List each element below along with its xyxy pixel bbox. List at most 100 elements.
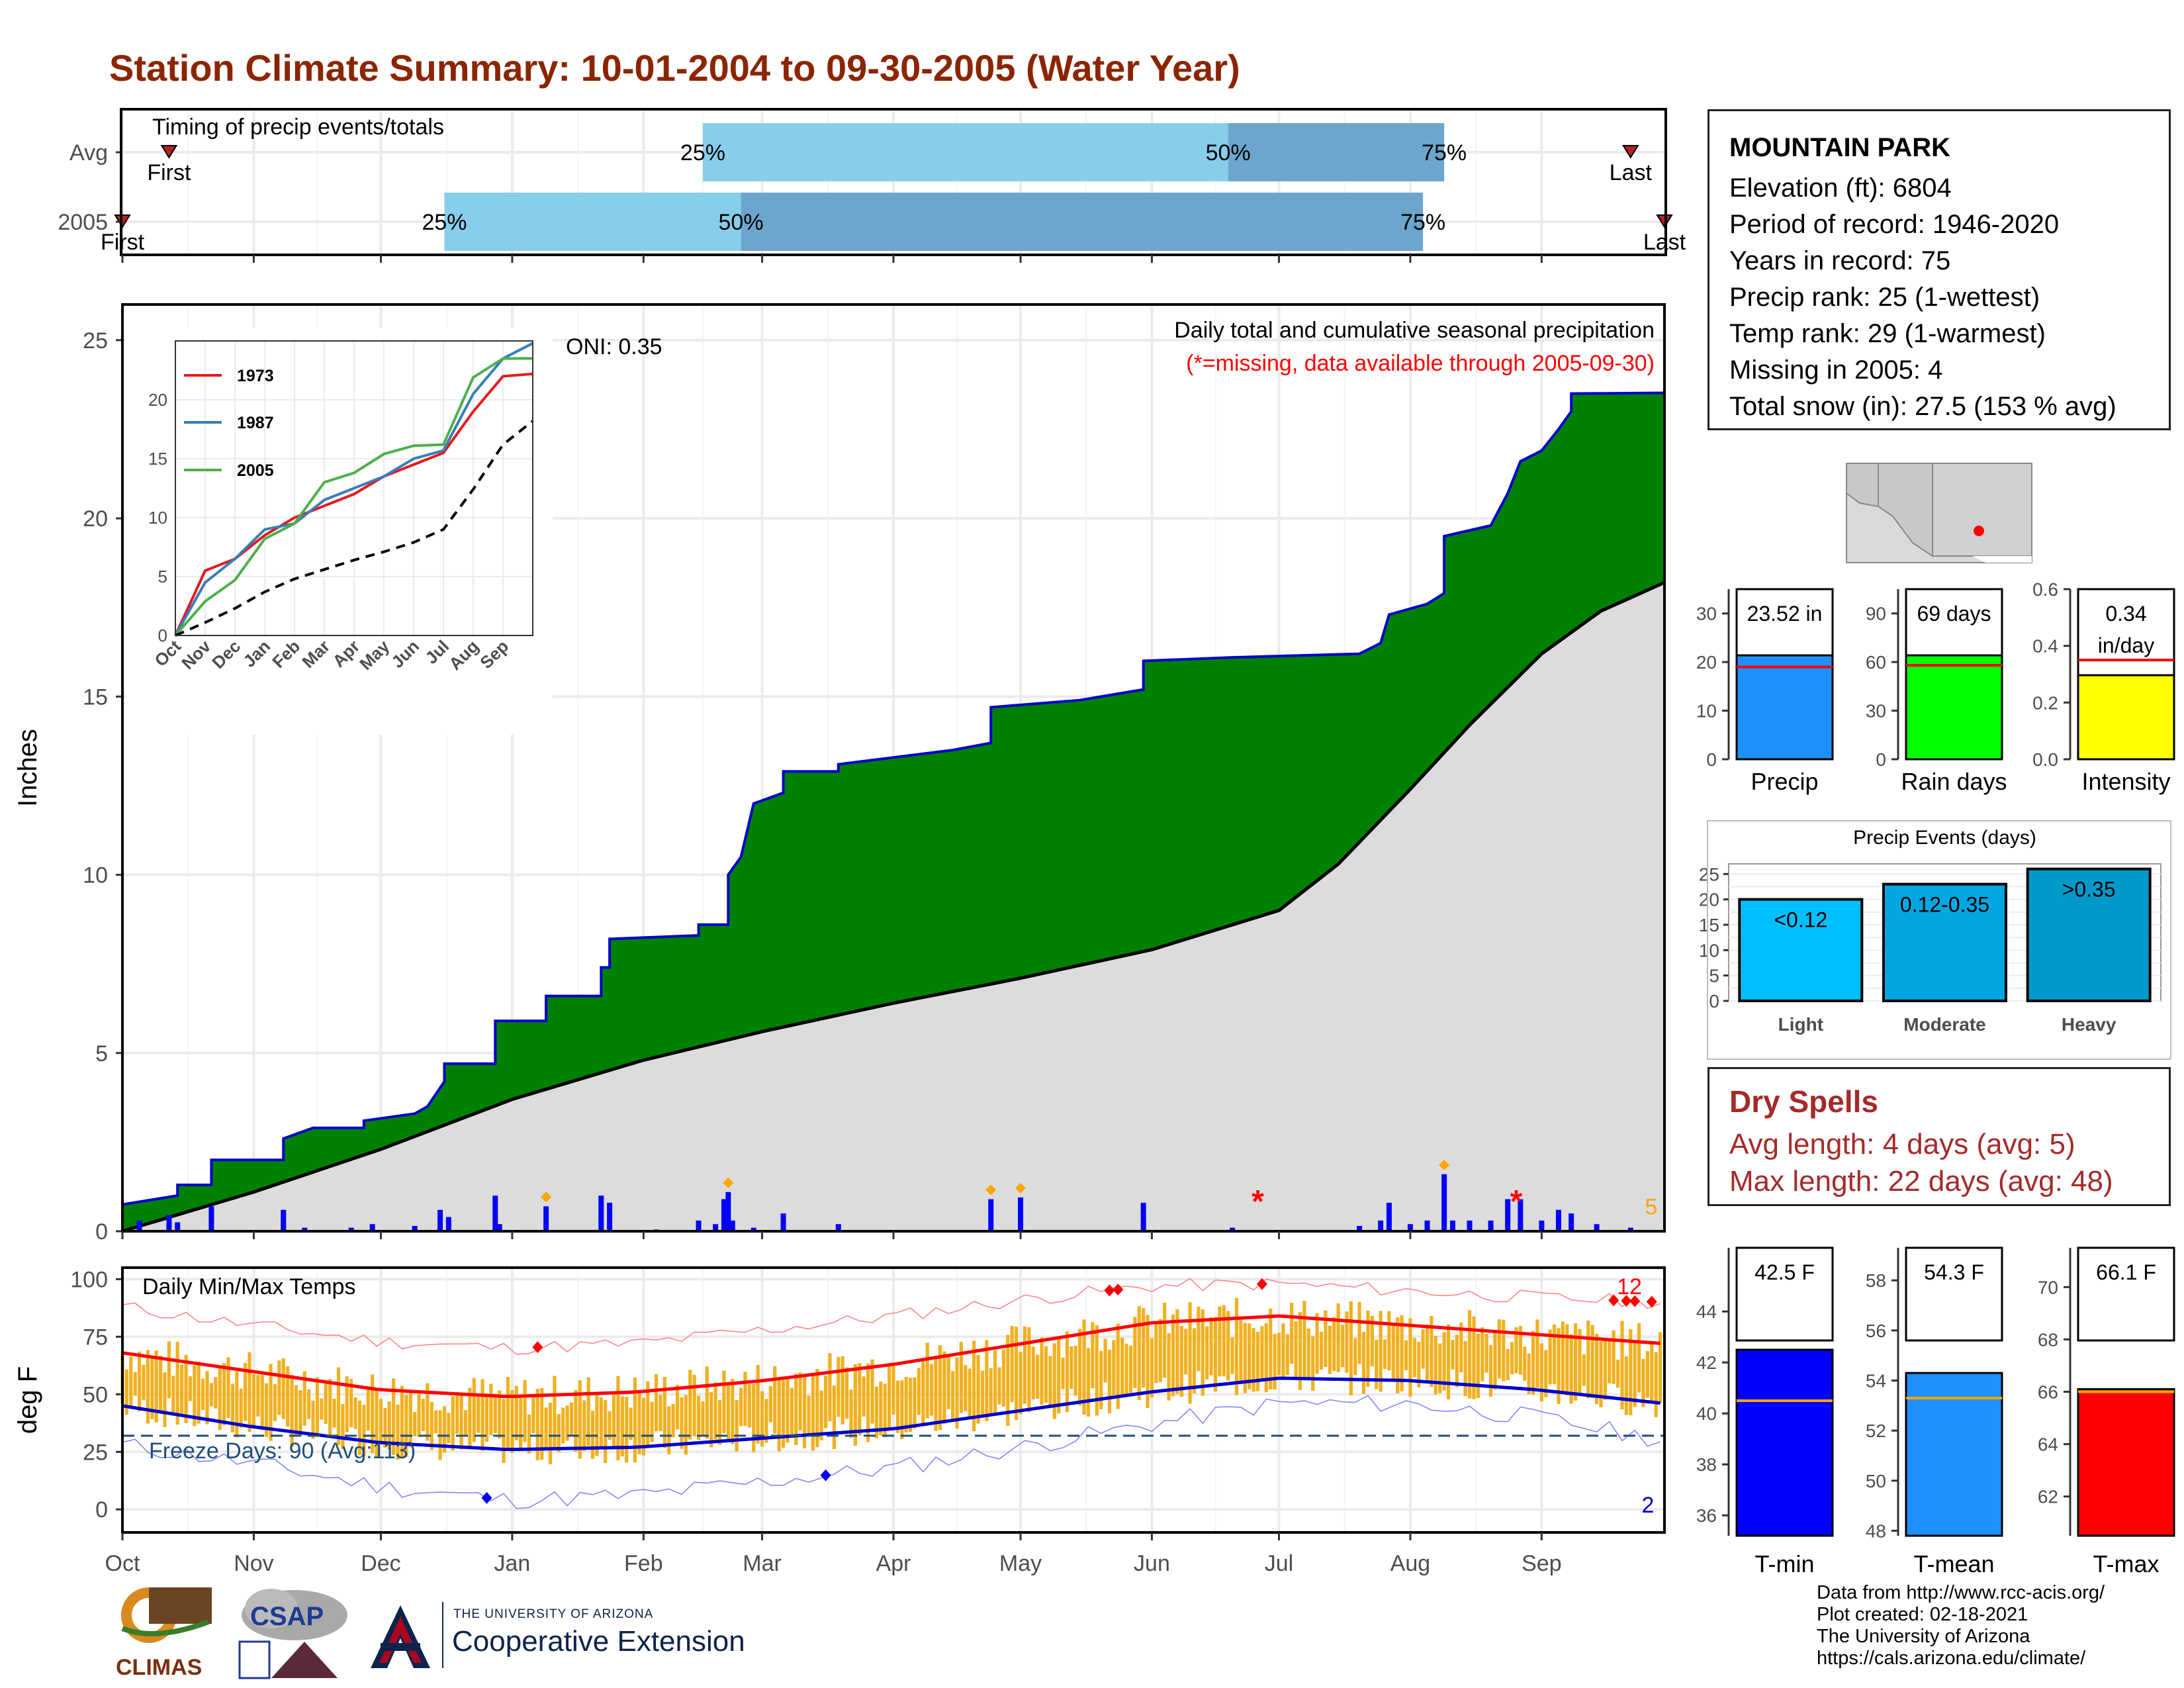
daily-temp-bar: [1578, 1329, 1582, 1393]
record-high-marker: [1621, 1295, 1632, 1307]
daily-temp-bar: [1539, 1343, 1543, 1402]
daily-temp-bar: [1306, 1329, 1310, 1380]
daily-temp-bar: [680, 1397, 684, 1449]
daily-temp-bar: [696, 1395, 701, 1440]
temp-ylabel: deg F: [13, 1366, 42, 1434]
daily-temp-bar: [150, 1357, 154, 1419]
daily-temp-bar: [1192, 1328, 1197, 1393]
daily-temp-bar: [1375, 1339, 1379, 1389]
daily-temp-bar: [1332, 1317, 1336, 1372]
events-ytick-label: 5: [1709, 966, 1719, 986]
timing-row-label: Avg: [69, 140, 108, 165]
daily-temp-bar: [569, 1402, 574, 1436]
daily-temp-bar: [1493, 1331, 1497, 1390]
daily-temp-bar: [544, 1407, 548, 1448]
daily-temp-bar: [455, 1392, 459, 1434]
daily-precip-bar: [1018, 1197, 1024, 1231]
events-bar: [1738, 898, 1864, 1002]
daily-temp-bar: [1124, 1343, 1128, 1396]
daily-temp-bar: [1315, 1313, 1319, 1374]
daily-temp-bar: [849, 1389, 853, 1438]
station-info-box: MOUNTAIN PARK Elevation (ft): 6804 Perio…: [1707, 109, 2171, 430]
daily-temp-bar: [1425, 1324, 1430, 1382]
daily-temp-bar: [1624, 1356, 1628, 1415]
southwest-us-map-icon: [1846, 463, 2032, 563]
daily-temp-bar: [311, 1400, 315, 1439]
daily-temp-bar: [1417, 1341, 1421, 1387]
daily-temp-bar: [1650, 1340, 1654, 1403]
month-tick-label: Oct: [105, 1551, 140, 1576]
daily-temp-bar: [1226, 1311, 1230, 1381]
daily-temp-bar: [964, 1365, 968, 1411]
daily-temp-bar: [1396, 1317, 1400, 1393]
daily-temp-bar: [163, 1372, 167, 1427]
daily-temp-bar: [641, 1397, 645, 1456]
daily-temp-bar: [1408, 1318, 1412, 1397]
first-event-label: First: [101, 230, 145, 255]
events-category-label: Moderate: [1903, 1014, 1985, 1035]
daily-temp-bar: [1506, 1348, 1510, 1381]
daily-temp-bar: [193, 1365, 197, 1427]
precip-subtitle: (*=missing, data available through 2005-…: [1186, 351, 1655, 376]
month-tick-label: Jun: [1134, 1551, 1170, 1576]
daily-temp-bar: [1340, 1325, 1345, 1368]
daily-temp-bar: [256, 1374, 260, 1417]
daily-temp-bar: [302, 1371, 306, 1426]
daily-precip-bar: [835, 1224, 841, 1231]
daily-temp-bar: [1594, 1333, 1599, 1405]
daily-temp-bar: [1218, 1306, 1222, 1377]
daily-temp-bar: [1552, 1324, 1557, 1384]
daily-temp-bar: [1179, 1325, 1183, 1397]
daily-temp-bar: [506, 1377, 510, 1448]
daily-temp-bar: [1370, 1315, 1374, 1367]
daily-temp-bar: [989, 1368, 993, 1415]
month-tick-label: Aug: [1390, 1551, 1431, 1576]
daily-temp-bar: [1557, 1328, 1561, 1404]
mini-ytick-label: 56: [1866, 1321, 1886, 1341]
daily-temp-bar: [1459, 1322, 1463, 1373]
daily-temp-bar: [616, 1376, 620, 1461]
daily-temp-bar: [1061, 1357, 1065, 1389]
month-tick-label: Jul: [1265, 1551, 1293, 1576]
month-tick-label: Jan: [494, 1551, 530, 1576]
daily-temp-bar: [887, 1365, 891, 1429]
record-low-count: 2: [1642, 1493, 1655, 1518]
events-ytick-label: 20: [1699, 890, 1719, 910]
timing-q50-label: 50%: [1206, 140, 1251, 165]
daily-temp-bar: [604, 1400, 608, 1464]
daily-temp-bar: [1213, 1317, 1218, 1392]
daily-temp-bar: [942, 1351, 946, 1424]
daily-temp-bar: [248, 1352, 251, 1432]
daily-temp-bar: [1116, 1323, 1120, 1409]
daily-temp-bar: [1078, 1329, 1082, 1406]
daily-temp-bar: [705, 1366, 709, 1439]
daily-temp-bar: [1248, 1323, 1251, 1389]
mini-ytick-label: 30: [1696, 604, 1717, 624]
daily-temp-bar: [671, 1403, 675, 1438]
daily-temp-bar: [383, 1408, 387, 1448]
daily-temp-bar: [273, 1384, 277, 1421]
precip-ytick-label: 5: [95, 1041, 108, 1066]
daily-temp-bar: [1400, 1315, 1404, 1391]
credit-url: https://cals.arizona.edu/climate/: [1817, 1648, 2086, 1669]
daily-precip-bar: [696, 1220, 702, 1231]
daily-temp-bar: [959, 1342, 964, 1413]
daily-temp-bar: [879, 1382, 883, 1436]
daily-temp-bar: [832, 1385, 836, 1450]
record-high-line: [122, 1278, 1661, 1355]
daily-temp-bar: [1633, 1342, 1637, 1407]
record-high-marker: [1646, 1295, 1657, 1308]
mini-ytick-label: 0.2: [2032, 692, 2058, 713]
daily-temp-bar: [1569, 1334, 1573, 1404]
daily-temp-bar: [726, 1382, 730, 1440]
daily-temp-bar: [154, 1350, 158, 1423]
daily-precip-bar: [725, 1192, 731, 1231]
timing-title: Timing of precip events/totals: [152, 115, 444, 140]
daily-precip-bar: [1627, 1227, 1633, 1231]
mini-ytick-label: 10: [1696, 701, 1717, 722]
daily-temp-bar: [1103, 1338, 1107, 1383]
month-tick-label: Apr: [876, 1551, 911, 1576]
logo-divider: [442, 1602, 443, 1668]
daily-temp-bar: [930, 1364, 934, 1416]
